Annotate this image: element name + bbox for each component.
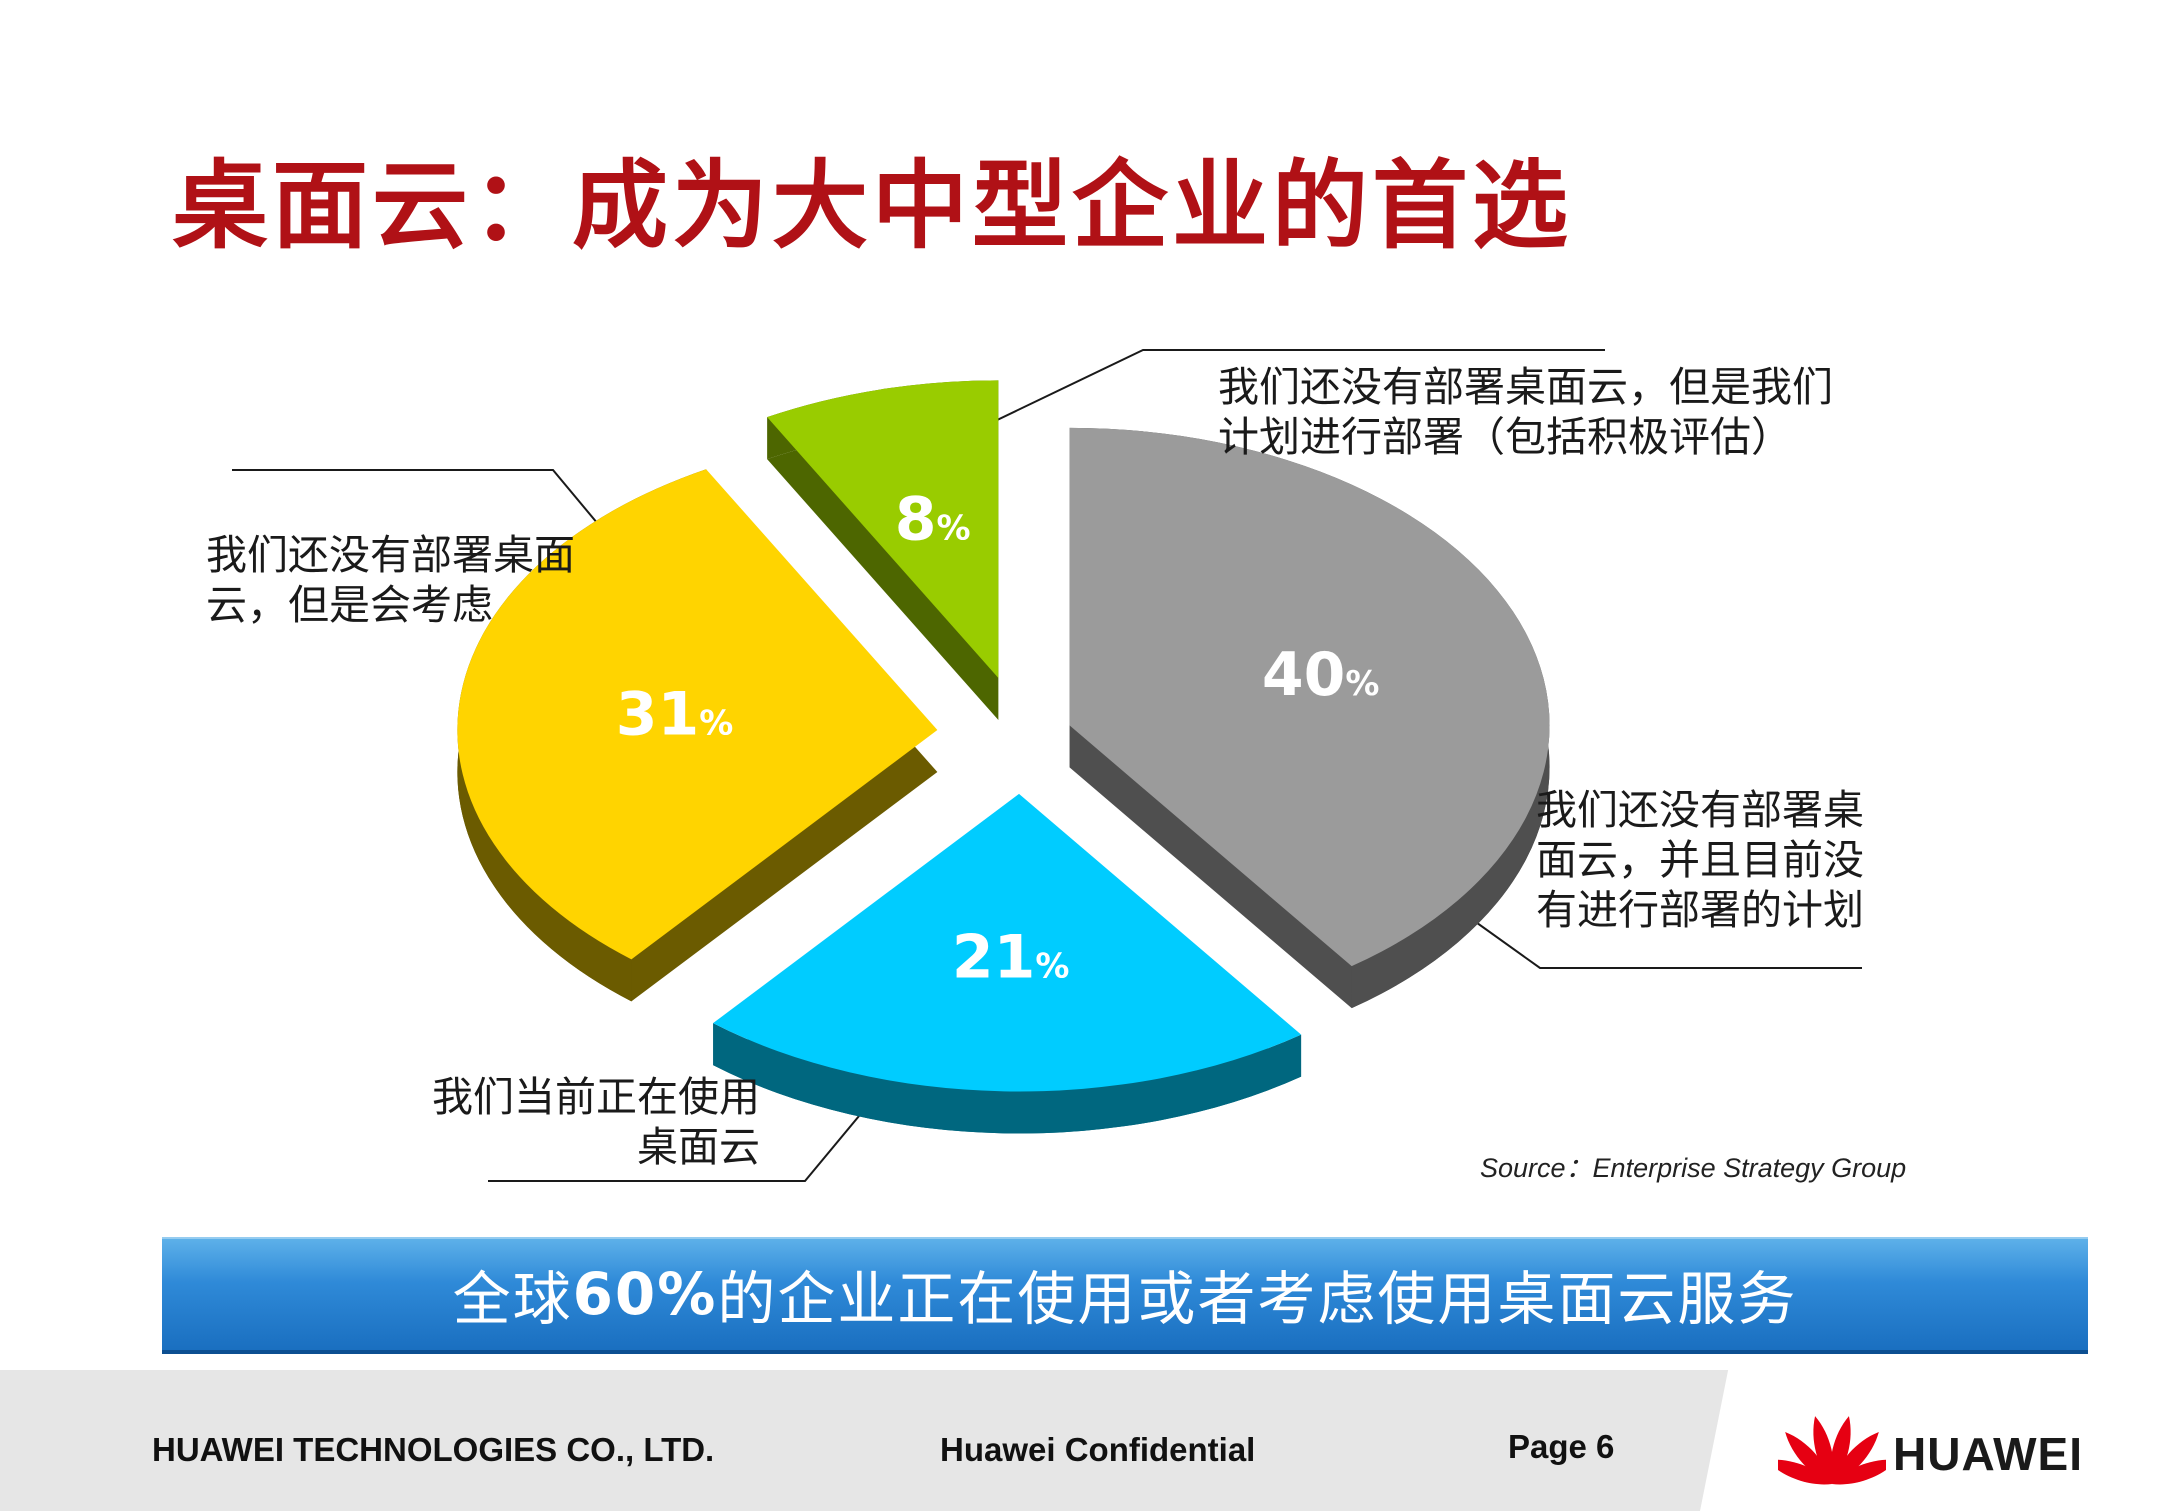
banner-suffix: 的企业正在使用或者考虑使用桌面云服务 (717, 1264, 1798, 1333)
leader-line-slice-planning (944, 349, 1605, 446)
slice-no-plan: 40% (1069, 427, 1550, 1009)
page-title: 桌面云：成为大中型企业的首选 (172, 150, 1572, 262)
pie-chart: 8% 40% 31% 21% (232, 349, 1862, 1182)
slice-label-planning: 我们还没有部署桌面云，但是我们 计划进行部署（包括积极评估） (1218, 362, 1833, 462)
slice-using-rim (713, 1023, 1302, 1134)
footer-confidential: Huawei Confidential (940, 1431, 1256, 1468)
label-line: 我们当前正在使用 (432, 1073, 760, 1121)
logo-petal (1832, 1431, 1879, 1484)
label-line: 云，但是会考虑 (206, 581, 493, 629)
pie-slices: 8% 40% 31% 21% (457, 380, 1550, 1134)
logo-petal (1778, 1459, 1832, 1485)
slice-label-using: 我们当前正在使用 桌面云 (432, 1072, 760, 1172)
slice-using-value: 21% (952, 922, 1070, 992)
footer-company: HUAWEI TECHNOLOGIES CO., LTD. (152, 1431, 715, 1468)
huawei-logo-icon (1778, 1416, 1886, 1485)
slice-planning-top (767, 380, 999, 678)
slice-using: 21% (713, 793, 1302, 1134)
label-line: 我们还没有部署桌面云，但是我们 (1218, 363, 1833, 411)
logo-petal (1830, 1416, 1851, 1484)
slice-label-considering: 我们还没有部署桌面 云，但是会考虑 (206, 530, 575, 630)
slice-planning: 8% (767, 380, 999, 720)
banner-text: 全球 60% 的企业正在使用或者考虑使用桌面云服务 (162, 1237, 2088, 1350)
label-line: 我们还没有部署桌面 (206, 531, 575, 579)
logo-petal (1813, 1416, 1834, 1484)
logo-petal (1785, 1431, 1832, 1484)
slice-no-plan-value: 40% (1262, 640, 1380, 710)
footer-logo-area (1700, 1370, 2169, 1511)
slice-label-no-plan: 我们还没有部署桌 面云，并且目前没 有进行部署的计划 (1536, 785, 1864, 935)
summary-banner: 全球 60% 的企业正在使用或者考虑使用桌面云服务 (162, 1237, 2088, 1350)
label-line: 有进行部署的计划 (1536, 886, 1864, 934)
slice-considering-value: 31% (616, 680, 734, 750)
label-line: 面云，并且目前没 (1536, 836, 1864, 884)
label-line: 我们还没有部署桌 (1536, 786, 1864, 834)
slice-planning-value: 8% (895, 484, 971, 554)
banner-highlight: 60% (572, 1259, 718, 1328)
source-note: Source：Enterprise Strategy Group (1480, 1153, 1907, 1183)
footer-page-number: Page 6 (1508, 1428, 1615, 1465)
banner-prefix: 全球 (452, 1264, 573, 1333)
label-line: 桌面云 (637, 1123, 760, 1171)
logo-wordmark: HUAWEI (1893, 1428, 2083, 1480)
label-line: 计划进行部署（包括积极评估） (1218, 413, 1792, 461)
slice-considering: 31% (457, 469, 938, 1002)
logo-petal (1832, 1459, 1886, 1485)
slice-no-plan-top (1069, 427, 1550, 967)
slice-considering-top (457, 469, 938, 960)
slice-using-top (713, 793, 1302, 1092)
